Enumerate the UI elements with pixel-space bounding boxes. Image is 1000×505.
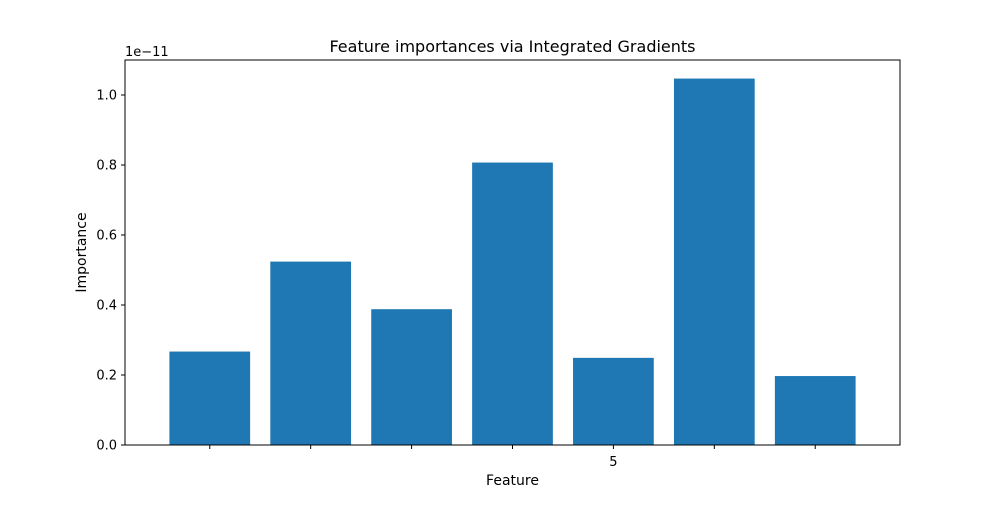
y-tick-label: 0.6 <box>96 229 117 244</box>
x-axis: 5 <box>209 445 816 470</box>
bar <box>169 351 251 445</box>
x-tick-label: 5 <box>609 455 617 470</box>
y-tick-label: 0.2 <box>96 369 117 384</box>
y-tick-label: 0.8 <box>96 159 117 174</box>
bar <box>673 78 755 446</box>
x-axis-label: Feature <box>486 473 539 489</box>
bar <box>573 357 654 445</box>
y-offset-label: 1e−11 <box>125 45 169 60</box>
bar <box>472 162 553 446</box>
plot-frame <box>124 59 901 446</box>
y-tick-label: 1.0 <box>96 89 117 104</box>
bars-group <box>169 78 856 446</box>
y-tick-label: 0.4 <box>96 299 117 314</box>
bar <box>371 309 452 445</box>
y-axis-label: Importance <box>74 212 90 292</box>
bar <box>270 261 352 445</box>
y-axis: 0.0 0.2 0.4 0.6 0.8 1.0 <box>96 89 125 454</box>
y-tick-label: 0.0 <box>96 439 117 454</box>
bar <box>774 376 856 445</box>
chart-title: Feature importances via Integrated Gradi… <box>329 37 695 56</box>
